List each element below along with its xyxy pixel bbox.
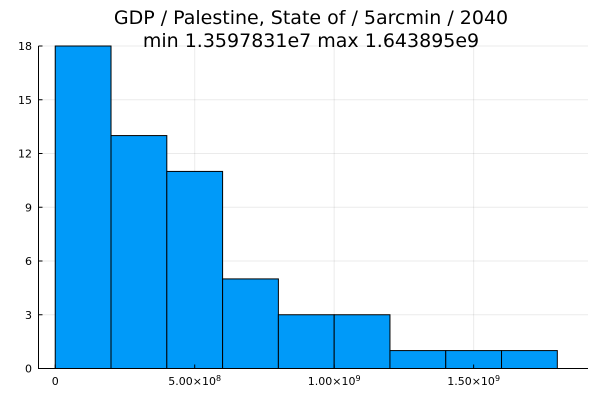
histogram-bars (54, 45, 558, 370)
y-tick-label: 0 (25, 363, 32, 376)
x-tick-label: 0 (52, 375, 59, 388)
chart-title: GDP / Palestine, State of / 5arcmin / 20… (114, 7, 508, 29)
y-tick-label: 9 (25, 201, 32, 214)
y-tick-label: 18 (18, 40, 32, 53)
histogram-bar (166, 170, 224, 369)
histogram-bar (333, 314, 391, 369)
histogram-bar (277, 314, 335, 369)
chart-subtitle: min 1.3597831e7 max 1.643895e9 (143, 30, 479, 52)
x-tick-labels: 0 5.00×108 1.00×109 1.50×109 (52, 364, 500, 388)
x-tick-label: 5.00×108 (168, 374, 221, 388)
histogram-bar (501, 350, 558, 370)
x-tick-label: 1.00×109 (308, 374, 361, 388)
histogram-bar (389, 350, 447, 370)
y-tick-label: 12 (18, 148, 32, 161)
histogram-bar (222, 278, 279, 369)
histogram-bar (54, 45, 112, 369)
histogram-bar (110, 135, 168, 369)
y-tick-label: 6 (25, 255, 32, 268)
y-tick-label: 3 (25, 309, 32, 322)
y-tick-labels: 0 3 6 9 12 15 18 (18, 40, 43, 376)
x-tick-label: 1.50×109 (447, 374, 500, 388)
y-tick-label: 15 (18, 94, 32, 107)
